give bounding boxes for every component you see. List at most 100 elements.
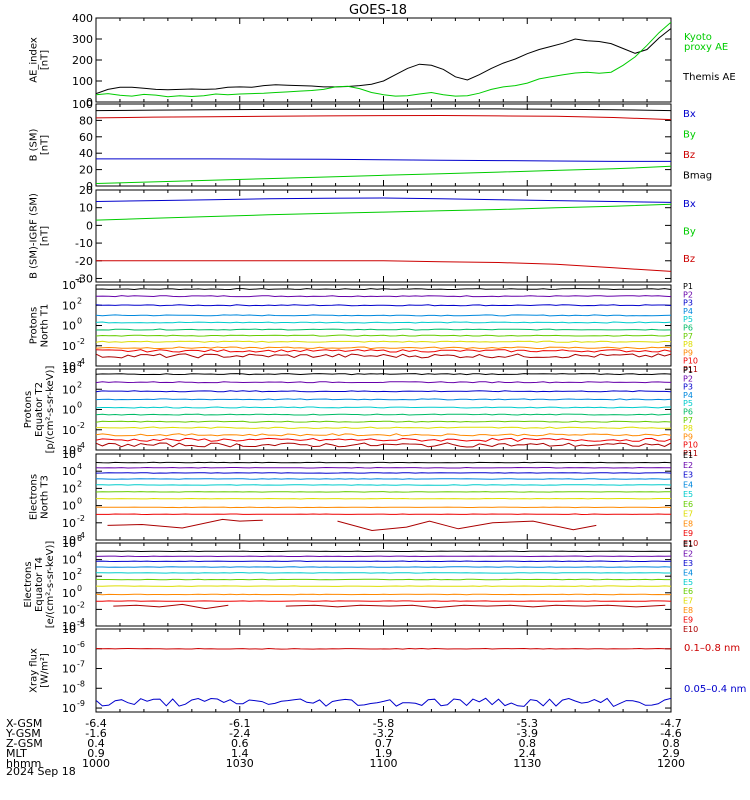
y-tick-exponent: 0 [77,317,82,326]
series-line-4 [96,398,671,401]
y-axis-label: ElectronsEquator T4[e/(cm²-s-sr-keV)] [23,541,56,629]
panel-frame [95,628,672,713]
ephemeris-value: 0.9 [87,747,105,760]
y-tick-label: 10 [62,465,76,478]
y-tick-exponent: -4 [77,441,85,450]
ephemeris-value: 1000 [82,757,110,770]
y-axis-label-line: [nT] [40,135,51,155]
legend-entry: P3 [683,299,693,308]
legend-entry: Kyoto [684,32,712,43]
y-tick-label: 40 [79,147,93,160]
y-tick-exponent: -5 [77,620,85,629]
y-tick-exponent: 0 [77,497,82,506]
series-line-1 [96,647,671,650]
legend-entry: Bz [683,150,695,161]
legend-entry: E4 [683,568,693,577]
series-group [96,108,671,184]
y-axis-label: ProtonsEquator T2[p/(cm²-s-sr-keV)] [23,366,56,454]
series-line-4 [96,566,671,568]
ephemeris-value: 1.4 [231,747,249,760]
ephemeris-value: 0.8 [662,737,680,750]
y-tick-label: 100 [72,75,93,88]
y-tick-label: 10 [62,534,76,547]
ephemeris-row-label: MLT [6,747,27,760]
series-group [96,461,671,532]
legend-entry: P7 [683,332,693,341]
y-axis-label-line: [p/(cm²-s-sr-keV)] [45,366,56,454]
series-line-10 [113,603,229,610]
series-line-6 [96,491,671,493]
series-line-2 [96,466,671,469]
series-line-11 [96,442,671,448]
series-line-2 [96,21,671,98]
y-tick-label: 400 [72,12,93,25]
y-tick-label: 10 [62,702,76,715]
y-tick-exponent: 4 [77,360,82,369]
series-line-2 [96,555,671,558]
legend-entry: E5 [683,578,693,587]
y-axis-label-line: North T3 [40,475,51,519]
ephemeris-value: 0.4 [87,737,105,750]
legend-entry: P4 [683,391,693,400]
series-line-6 [96,578,671,581]
legend-entry: Bx [683,109,696,120]
legend-entry: E2 [683,549,693,558]
y-tick-label: 10 [62,363,76,376]
y-tick-label: 10 [62,340,76,353]
y-tick-exponent: 2 [77,296,82,305]
ephemeris-value: 0.6 [231,737,249,750]
series-line-10 [285,604,666,609]
ephemeris-value: -6.4 [85,717,106,730]
series-line-8 [96,340,671,343]
y-tick-label: 10 [62,620,76,633]
series-line-4 [96,314,671,317]
y-axis-label-line: Equator T4 [34,557,45,612]
legend-entry: E7 [683,510,693,519]
series-line-10 [96,349,671,353]
y-tick-label: 100 [72,98,93,111]
y-tick-label: 10 [62,537,76,550]
y-axis-label-line: Electrons [23,561,34,607]
y-tick-exponent: -2 [77,514,85,523]
y-tick-exponent: -6 [77,640,85,649]
y-tick-label: 0 [86,180,93,193]
y-tick-label: 10 [62,360,76,373]
legend-entry: P4 [683,307,693,316]
y-tick-label: 10 [79,202,93,215]
series-line-3 [96,472,671,474]
series-line-9 [96,346,671,350]
series-line-2 [96,381,671,384]
legend-entry: P11 [683,449,698,458]
legend-entry: P8 [683,424,693,433]
series-line-7 [96,334,671,337]
series-line-8 [96,506,671,509]
series-line-4 [96,478,671,480]
series-line-8 [96,426,671,429]
y-tick-label: 80 [79,114,93,127]
y-tick-label: 20 [79,164,93,177]
y-tick-label: 60 [79,131,93,144]
legend-entry: P5 [683,399,693,408]
y-axis-label: B (SM)[nT] [29,128,51,161]
ephemeris-row-label: Y-GSM [5,727,41,740]
legend-entry: P9 [683,348,693,357]
series-line-6 [96,413,671,416]
legend: Bx By Bz [683,199,696,265]
ephemeris-value: 1200 [657,757,685,770]
y-tick-exponent: -4 [77,531,85,540]
y-tick-label: 300 [72,33,93,46]
legend-entry: Bz [683,254,695,265]
legend: Bx By Bz Bmag [683,109,712,182]
y-tick-label: 10 [62,299,76,312]
series-line-2 [96,114,671,121]
y-tick-exponent: -4 [77,617,85,626]
ephemeris-value: -3.9 [517,727,538,740]
series-line-7 [96,585,671,587]
legend-entry: P1 [683,282,693,291]
series-line-7 [96,497,671,500]
